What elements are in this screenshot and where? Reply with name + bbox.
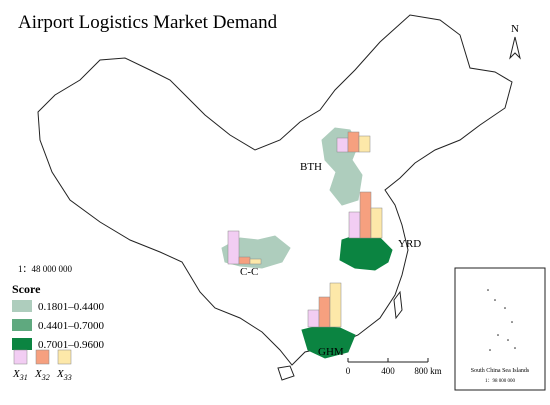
region-label: C-C [240,266,258,278]
symbol: X [12,368,21,380]
region-label: YRD [398,238,421,250]
island [277,365,295,381]
bar [348,211,361,239]
region-label: GHM [318,346,344,358]
legend-bar-label: X33 [56,368,72,382]
bar [307,309,320,328]
inset-ratio: 1：98 000 000 [485,379,516,384]
legend-swatch [12,300,32,312]
island [393,290,403,320]
subscript: 31 [19,373,28,382]
bar [358,135,371,153]
bar [347,131,360,153]
scale-label: 400 [381,366,395,376]
scale-ratio: 1：48 000 000 [18,264,73,274]
bar [238,256,251,265]
legend-swatch [12,338,32,350]
legend-swatch [12,319,32,331]
bar [336,137,349,153]
bar [249,258,262,265]
legend-bar-label: X31 [12,368,28,382]
bar [370,207,383,239]
island-dot [487,289,489,291]
legend-bar [13,349,28,365]
legend-label: 0.4401–0.7000 [38,320,105,332]
country-outline [37,14,513,366]
island-dot [511,321,513,323]
bar [318,296,331,328]
north-arrow [509,36,521,60]
island-dot [514,347,516,349]
region [339,233,393,271]
legend-label: 0.7001–0.9600 [38,339,105,351]
region-label: BTH [300,161,322,173]
subscript: 33 [63,373,72,382]
legend-bar-label: X32 [34,368,50,382]
scale-bar [347,358,429,363]
bar [359,191,372,239]
legend-bar [35,349,50,365]
island-dot [489,349,491,351]
inset-frame [454,267,546,391]
subscript: 32 [41,373,50,382]
island-dot [507,339,509,341]
symbol: X [56,368,65,380]
island-dot [504,307,506,309]
island-dot [497,334,499,336]
scale-label: 800 km [414,366,441,376]
bar [329,282,342,328]
legend-label: 0.1801–0.4400 [38,301,105,313]
north-label: N [511,23,519,35]
scale-label: 0 [346,366,351,376]
map-title: Airport Logistics Market Demand [18,12,278,33]
legend-bar [57,349,72,365]
bar [227,230,240,265]
island-dot [494,299,496,301]
legend-title: Score [12,282,41,296]
symbol: X [34,368,43,380]
inset-title: South China Sea Islands [471,368,530,374]
